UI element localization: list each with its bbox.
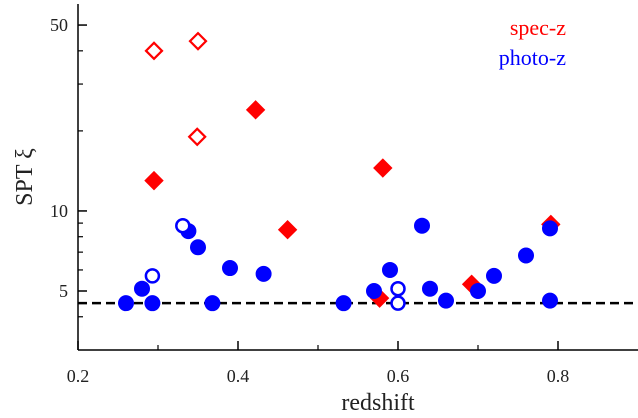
photo-z-filled-point [486,267,502,284]
spec-z-filled-point [245,100,266,120]
legend-entry-photo-z: photo-z [499,45,566,70]
axes: 0.2 0.4 0.6 0.8 5 10 50 [50,4,638,386]
legend-entry-spec-z: spec-z [510,15,566,40]
spec-z-filled-point [373,158,393,178]
y-tick-label: 5 [59,281,68,301]
photo-z-open-point [390,295,406,311]
y-tick-label: 10 [50,201,68,221]
photo-z-filled-point [382,261,398,278]
photo-z-filled-point [470,283,486,300]
photo-z-filled-point [134,280,150,297]
photo-z-filled-point [414,217,430,234]
data-points [118,31,561,312]
photo-z-filled-point [222,260,238,277]
spec-z-open-point [187,127,207,147]
spec-z-open-point [144,41,164,61]
photo-z-filled-point [255,265,272,282]
x-tick-label: 0.6 [387,366,410,386]
x-tick-label: 0.4 [227,366,250,386]
photo-z-open-point [175,217,191,234]
y-tick-label: 50 [50,15,68,35]
photo-z-open-point [144,268,161,284]
spec-z-filled-point [144,170,164,191]
photo-z-filled-point [118,295,134,312]
photo-z-filled-point [204,295,221,312]
photo-z-filled-point [542,292,558,309]
photo-z-filled-point [518,247,534,264]
photo-z-filled-point [542,220,558,237]
photo-z-filled-point [335,295,352,312]
x-tick-label: 0.8 [547,366,570,386]
photo-z-filled-point [422,280,438,297]
legend: spec-z photo-z [499,15,566,70]
photo-z-filled-point [190,239,206,256]
photo-z-filled-point [144,295,161,312]
spec-z-open-point [188,31,208,51]
photo-z-filled-point [438,292,454,309]
x-tick-label: 0.2 [67,366,90,386]
spec-z-filled-point [277,220,298,240]
y-axis-title: SPT ξ [12,148,38,206]
x-axis-title: redshift [341,390,415,416]
photo-z-filled-point [366,283,382,300]
photo-z-open-point [390,280,406,297]
